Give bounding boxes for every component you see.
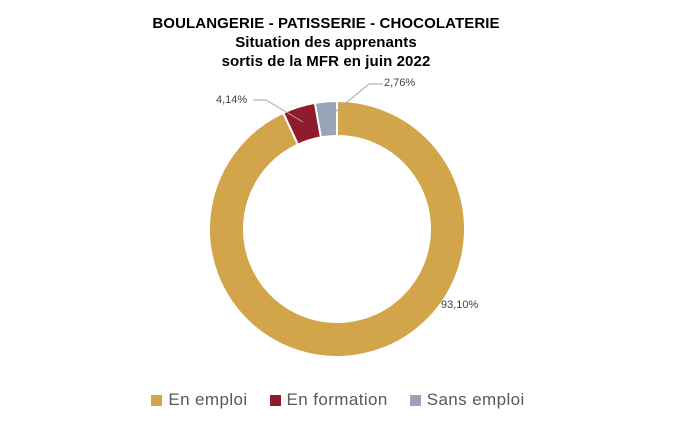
donut-slice-sans-emploi	[313, 100, 338, 139]
legend-item-sans-emploi: Sans emploi	[409, 389, 525, 411]
legend-label-en-emploi: En emploi	[168, 390, 248, 409]
data-label-en-emploi: 93,10%	[441, 299, 479, 311]
legend-label-en-formation: En formation	[286, 390, 388, 409]
legend-swatch-en-formation	[269, 395, 281, 406]
data-label-sans-emploi: 2,76%	[384, 77, 416, 89]
chart-title-line-3: sortis de la MFR en juin 2022	[221, 53, 431, 70]
chart-title-line-2: Situation des apprenants	[235, 34, 417, 51]
legend-item-en-formation: En formation	[269, 389, 388, 411]
chart-title: BOULANGERIE - PATISSERIE - CHOCOLATERIE …	[0, 14, 652, 71]
leader-line-sans-emploi	[328, 83, 383, 118]
legend-swatch-en-emploi	[151, 395, 163, 406]
legend-item-en-emploi: En emploi	[151, 389, 247, 411]
legend-swatch-sans-emploi	[409, 395, 421, 406]
data-label-en-formation: 4,14%	[216, 94, 248, 106]
legend-label-sans-emploi: Sans emploi	[426, 390, 525, 409]
legend: En emploi En formation Sans emploi	[0, 389, 676, 411]
leader-line-en-formation	[253, 99, 304, 123]
donut-slice-en-emploi	[208, 100, 466, 358]
chart-title-line-1: BOULANGERIE - PATISSERIE - CHOCOLATERIE	[152, 15, 500, 32]
